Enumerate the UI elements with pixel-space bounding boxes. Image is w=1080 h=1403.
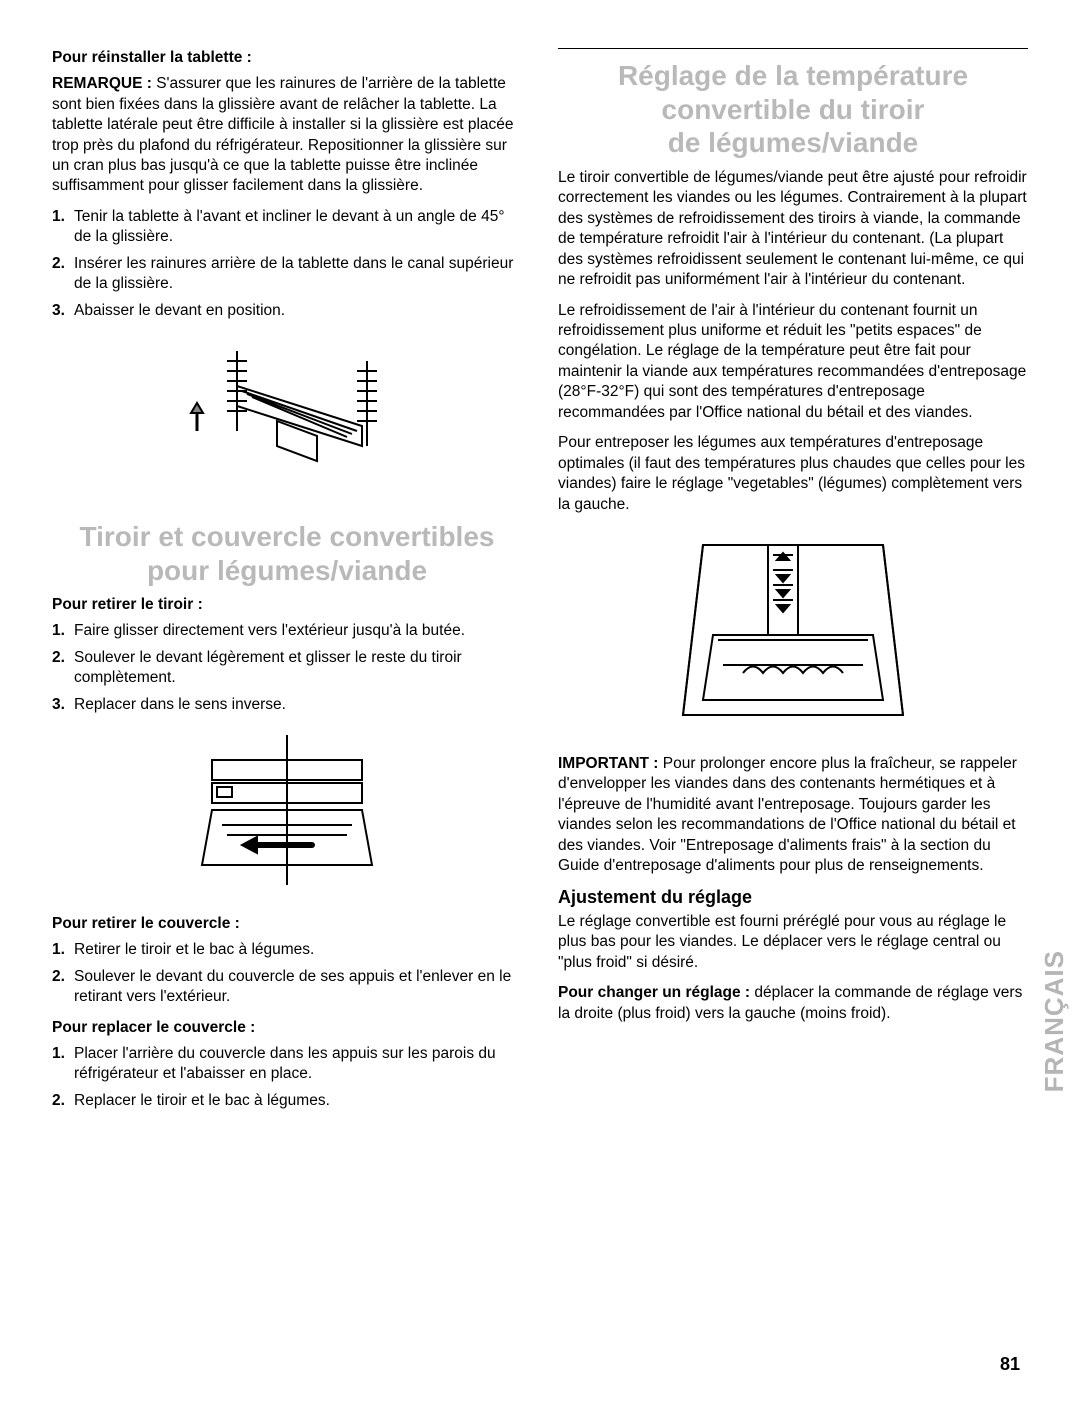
- step-item: 1. Tenir la tablette à l'avant et incline…: [52, 207, 522, 248]
- replace-cover-heading: Pour replacer le couvercle :: [52, 1018, 522, 1038]
- step-item: 3. Replacer dans le sens inverse.: [52, 695, 522, 715]
- remarque-body: S'assurer que les rainures de l'arrière …: [52, 75, 514, 194]
- ghost1-line1: Tiroir et couvercle convertibles: [80, 521, 495, 552]
- step-number: 2.: [52, 648, 65, 668]
- ghost2-line2: convertible du tiroir: [662, 94, 925, 125]
- step-number: 1.: [52, 621, 65, 641]
- remove-drawer-steps: 1. Faire glisser directement vers l'extér…: [52, 621, 522, 715]
- step-item: 1. Faire glisser directement vers l'extér…: [52, 621, 522, 641]
- right-column: Réglage de la température convertible du…: [558, 48, 1028, 1121]
- step-text: Faire glisser directement vers l'extérie…: [74, 622, 465, 639]
- step-text: Soulever le devant légèrement et glisser…: [74, 649, 462, 686]
- step-item: 3. Abaisser le devant en position.: [52, 301, 522, 321]
- important-paragraph: IMPORTANT : Pour prolonger encore plus l…: [558, 754, 1028, 877]
- reinstall-shelf-heading: Pour réinstaller la tablette :: [52, 48, 522, 68]
- step-text: Replacer dans le sens inverse.: [74, 696, 286, 713]
- step-item: 1. Retirer le tiroir et le bac à légumes.: [52, 940, 522, 960]
- step-number: 1.: [52, 207, 65, 227]
- ghost2-line3: de légumes/viande: [668, 127, 919, 158]
- step-number: 1.: [52, 1044, 65, 1064]
- remarque-paragraph: REMARQUE : S'assurer que les rainures de…: [52, 74, 522, 197]
- step-item: 2. Soulever le devant du couvercle de ses…: [52, 967, 522, 1008]
- step-text: Replacer le tiroir et le bac à légumes.: [74, 1092, 330, 1109]
- important-body: Pour prolonger encore plus la fraîcheur,…: [558, 755, 1017, 874]
- remarque-label: REMARQUE :: [52, 75, 156, 92]
- temp-p3: Pour entreposer les légumes aux températ…: [558, 433, 1028, 515]
- step-text: Insérer les rainures arrière de la table…: [74, 255, 513, 292]
- step-item: 1. Placer l'arrière du couvercle dans les…: [52, 1044, 522, 1085]
- step-number: 2.: [52, 1091, 65, 1111]
- step-text: Soulever le devant du couvercle de ses a…: [74, 968, 511, 1005]
- step-text: Abaisser le devant en position.: [74, 302, 285, 319]
- remove-cover-heading: Pour retirer le couvercle :: [52, 914, 522, 934]
- step-text: Tenir la tablette à l'avant et incliner …: [74, 208, 505, 245]
- temp-p1: Le tiroir convertible de légumes/viande …: [558, 168, 1028, 291]
- step-item: 2. Insérer les rainures arrière de la tab…: [52, 254, 522, 295]
- temp-adjust-heading: Réglage de la température convertible du…: [558, 59, 1028, 160]
- change-setting-paragraph: Pour changer un réglage : déplacer la co…: [558, 983, 1028, 1024]
- change-setting-label: Pour changer un réglage :: [558, 984, 754, 1001]
- adjustment-heading: Ajustement du réglage: [558, 887, 1028, 908]
- step-item: 2. Replacer le tiroir et le bac à légumes…: [52, 1091, 522, 1111]
- ghost2-line1: Réglage de la température: [618, 60, 968, 91]
- adjustment-p: Le réglage convertible est fourni prérég…: [558, 912, 1028, 973]
- step-number: 2.: [52, 254, 65, 274]
- remove-cover-steps: 1. Retirer le tiroir et le bac à légumes.…: [52, 940, 522, 1007]
- step-number: 2.: [52, 967, 65, 987]
- replace-cover-steps: 1. Placer l'arrière du couvercle dans les…: [52, 1044, 522, 1111]
- left-column: Pour réinstaller la tablette : REMARQUE …: [52, 48, 522, 1121]
- step-number: 3.: [52, 695, 65, 715]
- step-number: 3.: [52, 301, 65, 321]
- temp-p2: Le refroidissement de l'air à l'intérieu…: [558, 301, 1028, 424]
- shelf-install-figure: [52, 331, 522, 506]
- step-text: Placer l'arrière du couvercle dans les a…: [74, 1045, 496, 1082]
- section-divider: [558, 48, 1028, 49]
- important-label: IMPORTANT :: [558, 755, 663, 772]
- ghost1-line2: pour légumes/viande: [147, 555, 427, 586]
- step-number: 1.: [52, 940, 65, 960]
- language-tab: FRANÇAIS: [1039, 950, 1070, 1092]
- page-number: 81: [1000, 1354, 1020, 1375]
- drawer-cover-heading: Tiroir et couvercle convertibles pour lé…: [52, 520, 522, 587]
- reinstall-steps-list: 1. Tenir la tablette à l'avant et incline…: [52, 207, 522, 321]
- step-item: 2. Soulever le devant légèrement et gliss…: [52, 648, 522, 689]
- temp-control-figure: [558, 525, 1028, 740]
- step-text: Retirer le tiroir et le bac à légumes.: [74, 941, 314, 958]
- drawer-remove-figure: [52, 725, 522, 900]
- remove-drawer-heading: Pour retirer le tiroir :: [52, 595, 522, 615]
